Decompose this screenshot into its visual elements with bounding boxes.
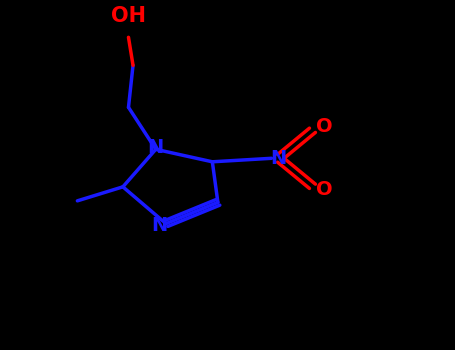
Text: OH: OH: [111, 6, 146, 26]
Text: N: N: [270, 149, 287, 168]
Text: N: N: [148, 138, 164, 157]
Text: N: N: [151, 216, 167, 235]
Text: O: O: [315, 180, 332, 199]
Text: O: O: [315, 117, 332, 136]
